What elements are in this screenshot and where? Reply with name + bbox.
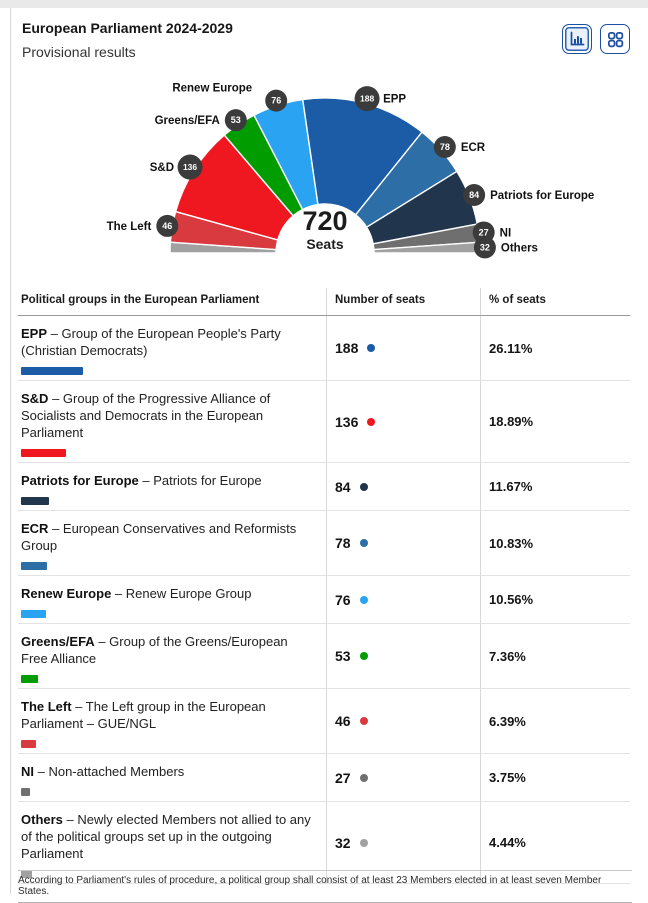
seats-cell: 46 bbox=[326, 689, 480, 753]
percent-cell: 10.56% bbox=[480, 576, 630, 623]
percent-cell: 26.11% bbox=[480, 316, 630, 380]
seats-value: 53 bbox=[335, 648, 351, 664]
group-color-dot bbox=[359, 717, 368, 725]
group-label-s-d: S&D bbox=[150, 162, 174, 174]
seats-cell: 27 bbox=[326, 754, 480, 801]
table-row: EPP – Group of the European People's Par… bbox=[18, 316, 630, 381]
page-title: European Parliament 2024-2029 bbox=[22, 20, 233, 36]
seats-cell: 76 bbox=[326, 576, 480, 623]
group-name-cell: The Left – The Left group in the Europea… bbox=[18, 689, 326, 753]
table-row: ECR – European Conservatives and Reformi… bbox=[18, 511, 630, 576]
group-name-cell: EPP – Group of the European People's Par… bbox=[18, 316, 326, 380]
group-name-cell: Patriots for Europe – Patriots for Europ… bbox=[18, 463, 326, 510]
app-header: European Parliament 2024-2029 Provisiona… bbox=[0, 8, 648, 72]
seats-cell: 188 bbox=[326, 316, 480, 380]
seats-value: 78 bbox=[335, 535, 351, 551]
percent-cell: 11.67% bbox=[480, 463, 630, 510]
table-row: NI – Non-attached Members 27 3.75% bbox=[18, 754, 630, 802]
group-name-cell: NI – Non-attached Members bbox=[18, 754, 326, 801]
table-row: Renew Europe – Renew Europe Group 76 10.56… bbox=[18, 576, 630, 624]
grid-icon bbox=[606, 30, 625, 49]
group-seat-bar bbox=[21, 870, 32, 878]
group-color-dot bbox=[359, 773, 368, 782]
group-name-cell: Others – Newly elected Members not allie… bbox=[18, 802, 326, 883]
seats-cell: 136 bbox=[326, 381, 480, 462]
group-label-ecr: ECR bbox=[461, 142, 486, 154]
column-header-groups: Political groups in the European Parliam… bbox=[21, 294, 260, 306]
group-color-dot bbox=[359, 482, 368, 491]
group-label-others: Others bbox=[501, 242, 538, 254]
page-left-border bbox=[10, 8, 11, 894]
group-color-dot bbox=[359, 652, 368, 660]
group-name-cell: S&D – Group of the Progressive Alliance … bbox=[18, 381, 326, 462]
seats-cell: 53 bbox=[326, 624, 480, 688]
group-seat-bar bbox=[21, 367, 83, 375]
hemicycle-segment-epp[interactable] bbox=[301, 97, 424, 216]
seats-value: 27 bbox=[335, 769, 351, 786]
group-seat-bar bbox=[21, 610, 46, 618]
seats-value: 46 bbox=[335, 713, 351, 729]
group-seat-bar bbox=[21, 675, 39, 683]
table-body: EPP – Group of the European People's Par… bbox=[18, 316, 630, 884]
group-color-dot bbox=[367, 417, 376, 426]
seats-value: 84 bbox=[335, 478, 351, 495]
seats-cell: 84 bbox=[326, 463, 480, 510]
group-label-patriots-for-europe: Patriots for Europe bbox=[490, 190, 594, 202]
group-label-the-left: The Left bbox=[107, 221, 152, 233]
group-label-greens-efa: Greens/EFA bbox=[155, 115, 220, 127]
percent-cell: 3.75% bbox=[480, 754, 630, 801]
group-label-renew-europe: Renew Europe bbox=[172, 83, 252, 95]
seats-value: 136 bbox=[335, 413, 359, 430]
seats-value: 188 bbox=[335, 340, 359, 356]
group-name-cell: Renew Europe – Renew Europe Group bbox=[18, 576, 326, 623]
group-color-dot bbox=[367, 344, 376, 352]
table-row: S&D – Group of the Progressive Alliance … bbox=[18, 381, 630, 463]
group-seat-bar bbox=[21, 562, 47, 570]
page-top-strip bbox=[0, 0, 648, 8]
group-name-cell: ECR – European Conservatives and Reformi… bbox=[18, 511, 326, 575]
seats-value: 32 bbox=[335, 834, 351, 851]
seats-cell: 32 bbox=[326, 802, 480, 883]
group-color-dot bbox=[359, 595, 368, 604]
seats-value: 76 bbox=[335, 591, 351, 608]
group-color-dot bbox=[359, 838, 368, 847]
column-header-seats: Number of seats bbox=[326, 288, 480, 315]
results-table: Political groups in the European Parliam… bbox=[18, 288, 630, 884]
percent-cell: 18.89% bbox=[480, 381, 630, 462]
hemicycle-segment-s-d[interactable] bbox=[174, 134, 295, 241]
group-seat-bar bbox=[21, 449, 66, 457]
group-seat-bar bbox=[21, 788, 30, 796]
percent-cell: 4.44% bbox=[480, 802, 630, 883]
percent-cell: 6.39% bbox=[480, 689, 630, 753]
percent-cell: 10.83% bbox=[480, 511, 630, 575]
group-name-cell: Greens/EFA – Group of the Greens/Europea… bbox=[18, 624, 326, 688]
total-seats-value: 720 bbox=[302, 206, 347, 236]
chart-view-button[interactable] bbox=[562, 24, 592, 54]
group-seat-bar bbox=[21, 740, 37, 748]
table-row: The Left – The Left group in the Europea… bbox=[18, 689, 630, 754]
seat-badge-value-the-left: 46 bbox=[162, 221, 172, 231]
seats-cell: 78 bbox=[326, 511, 480, 575]
group-color-dot bbox=[359, 539, 368, 547]
column-header-percent: % of seats bbox=[480, 288, 630, 315]
view-switch bbox=[562, 24, 630, 54]
table-header-row: Political groups in the European Parliam… bbox=[18, 288, 630, 316]
group-label-epp: EPP bbox=[383, 94, 406, 106]
page-subtitle: Provisional results bbox=[22, 44, 136, 60]
seat-badge-value-others: 32 bbox=[480, 242, 490, 252]
group-label-ni: NI bbox=[500, 227, 512, 239]
total-seats-caption: Seats bbox=[306, 236, 344, 252]
grid-view-button[interactable] bbox=[600, 24, 630, 54]
bar-chart-icon bbox=[568, 30, 586, 48]
footnote: According to Parliament's rules of proce… bbox=[18, 870, 632, 903]
seat-badge-value-ni: 27 bbox=[479, 227, 489, 237]
percent-cell: 7.36% bbox=[480, 624, 630, 688]
table-row: Patriots for Europe – Patriots for Europ… bbox=[18, 463, 630, 511]
table-row: Greens/EFA – Group of the Greens/Europea… bbox=[18, 624, 630, 689]
table-row: Others – Newly elected Members not allie… bbox=[18, 802, 630, 884]
group-seat-bar bbox=[21, 497, 49, 505]
